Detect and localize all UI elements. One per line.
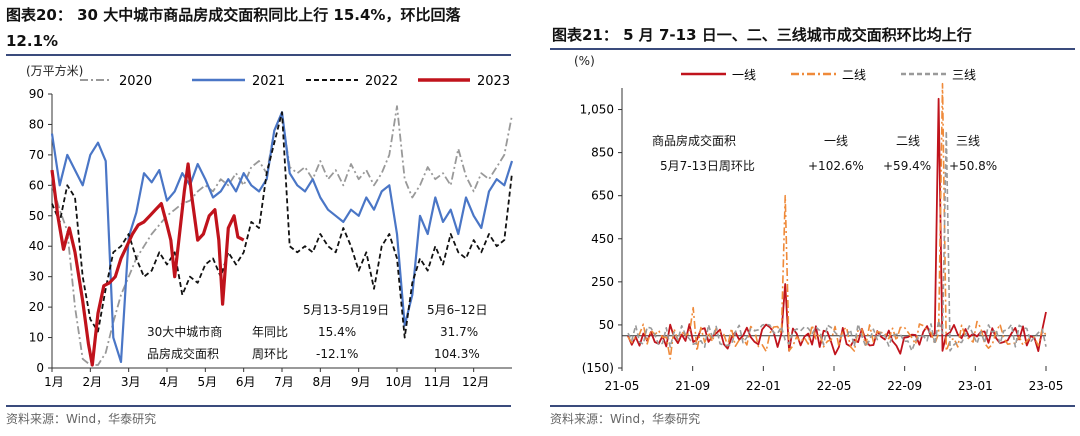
right-x-tick-label: 22-05 (817, 379, 852, 393)
left-axes: 0 10 20 30 40 50 60 70 80 90 1月 2月 3月 4月 5月 6月 7月 8月 9月 10月… (29, 87, 512, 389)
left-x-tick-label: 10月 (385, 375, 412, 389)
right-v2: +59.4% (883, 159, 931, 173)
left-p1-wow: -12.1% (316, 347, 358, 361)
right-v3: +50.8% (949, 159, 997, 173)
right-y-tick-label: 50 (599, 318, 614, 332)
right-row1-label: 商品房成交面积 (652, 133, 736, 148)
left-wow-label: 周环比 (252, 347, 288, 361)
left-city-label-1: 30大中城市商 (147, 324, 222, 339)
left-y-tick-label: 50 (29, 209, 44, 223)
right-title-rule (550, 48, 1075, 50)
right-col1: 一线 (824, 134, 848, 148)
right-axes: (150) 50 250 450 650 850 1,050 21-05 21-09 22-01 2… (580, 88, 1064, 393)
left-annotation: 5月13-5月19日 5月6–12日 30大中城市商 年同比 15.4% 31.… (147, 303, 488, 361)
left-source-rule (6, 405, 511, 407)
left-p2-wow: 104.3% (434, 347, 480, 361)
left-x-tick-label: 11月 (424, 375, 451, 389)
left-x-tick-label: 6月 (236, 375, 256, 389)
right-y-tick-label: 650 (591, 189, 614, 203)
left-x-tick-label: 9月 (351, 375, 371, 389)
left-y-tick-label: 90 (29, 87, 44, 101)
right-series (627, 82, 1047, 360)
legend-label-2022: 2022 (365, 74, 398, 89)
right-source-rule (550, 405, 1075, 407)
left-x-tick-label: 2月 (83, 375, 103, 389)
left-chart-title: 图表20： 30 大中城市商品房成交面积同比上行 15.4%，环比回落12.1% (6, 6, 461, 50)
left-series-line-2022 (51, 111, 513, 339)
left-y-tick-label: 70 (29, 148, 44, 162)
left-y-tick-label: 20 (29, 300, 44, 314)
right-annotation: 商品房成交面积 一线 二线 三线 5月7-13日周环比 +102.6% +59.… (652, 133, 997, 173)
right-row2-label: 5月7-13日周环比 (660, 159, 755, 173)
legend-label-tier1: 一线 (732, 68, 756, 82)
right-col3: 三线 (956, 134, 980, 148)
left-source: 资料来源：Wind，华泰研究 (6, 412, 157, 426)
right-chart: (%) 一线 二线 三线 (150) 50 250 450 650 850 1,050 21-… (574, 54, 1064, 393)
right-y-tick-label: 1,050 (580, 103, 614, 117)
left-x-tick-label: 8月 (313, 375, 333, 389)
right-legend: 一线 二线 三线 (681, 68, 976, 82)
left-y-tick-label: 30 (29, 270, 44, 284)
right-v1: +102.6% (808, 159, 864, 173)
left-yoy-label: 年同比 (252, 325, 288, 339)
legend-label-tier3: 三线 (952, 68, 976, 82)
right-x-tick-label: 22-09 (887, 379, 922, 393)
legend-label-2020: 2020 (119, 74, 152, 89)
left-p1-yoy: 15.4% (318, 325, 356, 339)
left-title-rule (6, 54, 511, 56)
right-col2: 二线 (896, 134, 920, 148)
right-x-tick-label: 23-01 (958, 379, 993, 393)
legend-label-2021: 2021 (252, 74, 285, 89)
left-x-tick-label: 12月 (462, 375, 489, 389)
left-y-tick-label: 60 (29, 178, 44, 192)
left-period1: 5月13-5月19日 (303, 303, 389, 317)
left-panel: 图表20： 30 大中城市商品房成交面积同比上行 15.4%，环比回落12.1%… (0, 0, 520, 431)
left-period2: 5月6–12日 (427, 303, 488, 317)
right-source: 资料来源：Wind，华泰研究 (550, 412, 701, 426)
right-series-line-1 (627, 97, 1047, 356)
right-y-axis-label: (%) (574, 54, 595, 68)
legend-label-2023: 2023 (477, 74, 510, 89)
right-x-tick-label: 21-05 (605, 379, 640, 393)
left-y-tick-label: 10 (29, 331, 44, 345)
right-panel: 图表21： 5 月 7-13 日一、二、三线城市成交面积环比均上行 (%) 一线… (546, 0, 1080, 431)
left-chart: (万平方米) 2020 2021 2022 2023 0 10 20 30 40 50 60… (26, 63, 514, 389)
left-legend: 2020 2021 2022 2023 (80, 74, 510, 89)
left-series-line-2023 (50, 162, 245, 367)
right-x-tick-label: 23-05 (1029, 379, 1064, 393)
left-p2-yoy: 31.7% (440, 325, 478, 339)
right-y-tick-label: (150) (582, 361, 614, 375)
left-y-tick-label: 80 (29, 117, 44, 131)
right-x-tick-label: 21-09 (675, 379, 710, 393)
left-x-tick-label: 1月 (44, 375, 64, 389)
right-y-tick-label: 250 (591, 275, 614, 289)
right-y-tick-label: 850 (591, 146, 614, 160)
right-chart-title: 图表21： 5 月 7-13 日一、二、三线城市成交面积环比均上行 (552, 26, 972, 44)
legend-label-tier2: 二线 (842, 68, 866, 82)
right-series-line-2 (627, 82, 1047, 360)
right-y-tick-label: 450 (591, 232, 614, 246)
left-x-tick-label: 5月 (198, 375, 218, 389)
left-y-tick-label: 40 (29, 239, 44, 253)
left-x-tick-label: 3月 (121, 375, 141, 389)
left-x-tick-label: 4月 (159, 375, 179, 389)
left-city-label-2: 品房成交面积 (147, 346, 219, 361)
left-y-axis-label: (万平方米) (26, 63, 83, 78)
right-x-tick-label: 22-01 (746, 379, 781, 393)
left-series (50, 105, 514, 367)
left-y-tick-label: 0 (36, 361, 44, 375)
left-x-tick-label: 7月 (274, 375, 294, 389)
